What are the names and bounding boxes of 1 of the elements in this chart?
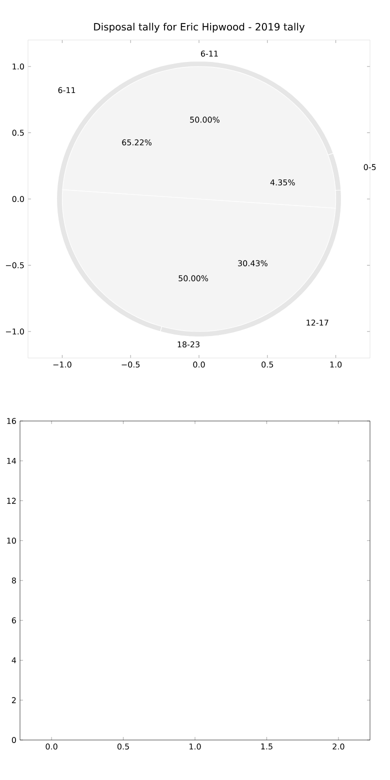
chart-title: Disposal tally for Eric Hipwood - 2019 tally (94, 22, 305, 32)
